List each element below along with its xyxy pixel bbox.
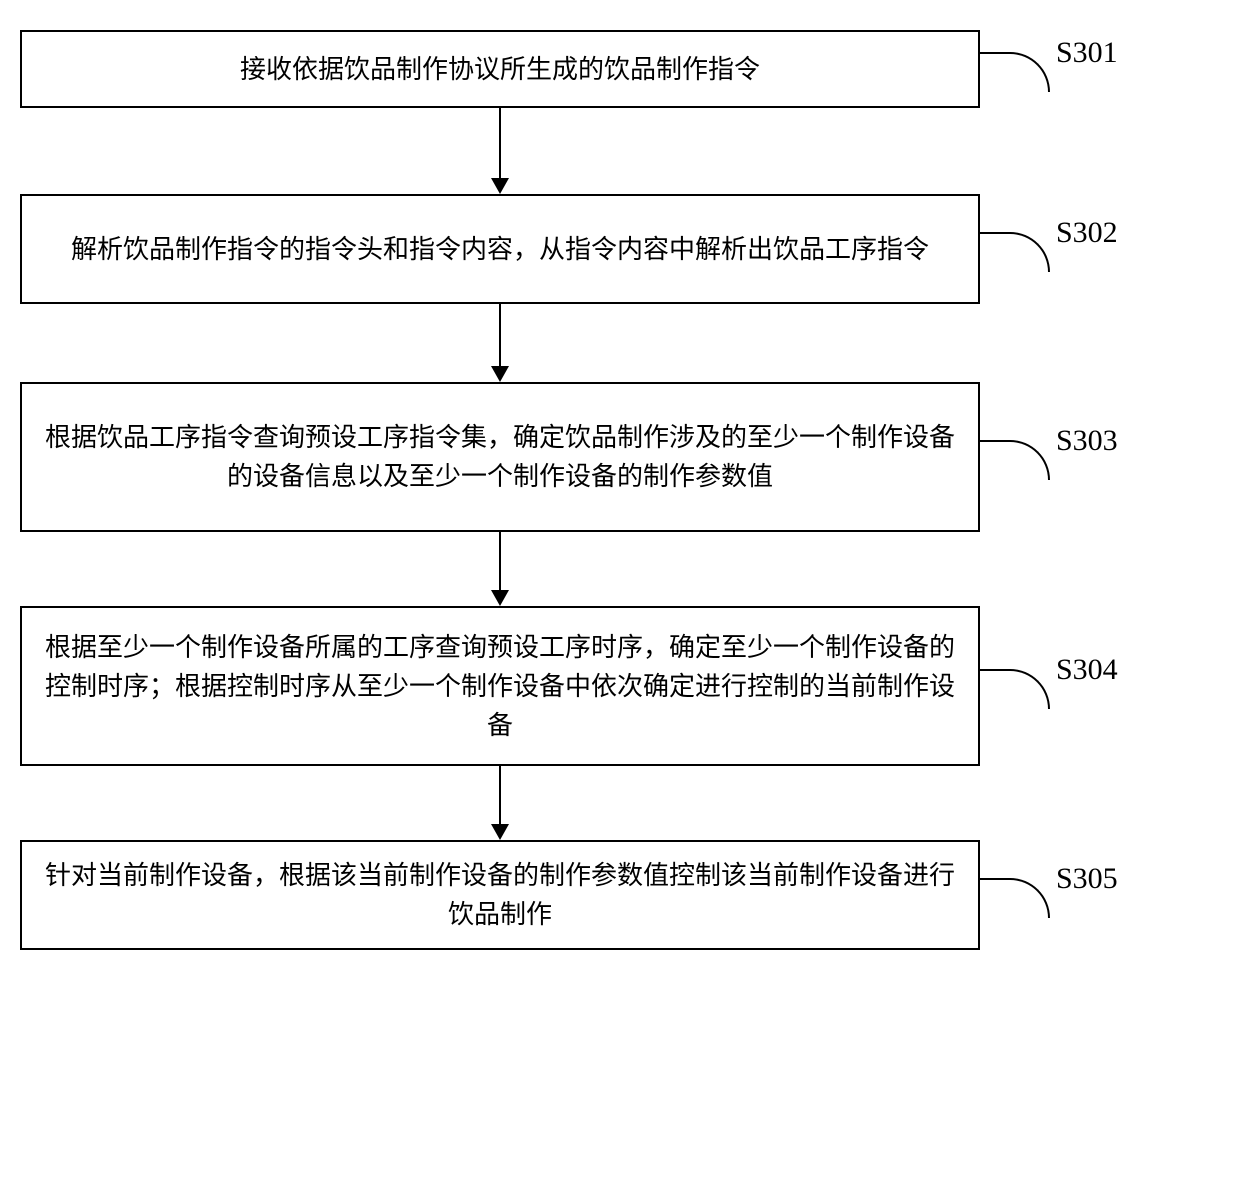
- flow-arrow: [491, 108, 509, 194]
- arrow-head-icon: [491, 178, 509, 194]
- flow-row: 解析饮品制作指令的指令头和指令内容，从指令内容中解析出饮品工序指令S302: [20, 194, 1220, 304]
- label-wrap: S301: [980, 46, 1220, 92]
- arrow-wrap: [20, 532, 980, 606]
- arrow-head-icon: [491, 366, 509, 382]
- arrow-wrap: [20, 108, 980, 194]
- arrow-line: [499, 532, 501, 590]
- flow-row: 根据至少一个制作设备所属的工序查询预设工序时序，确定至少一个制作设备的控制时序；…: [20, 606, 1220, 766]
- flow-step-box: 接收依据饮品制作协议所生成的饮品制作指令: [20, 30, 980, 108]
- arrow-head-icon: [491, 590, 509, 606]
- arrow-line: [499, 108, 501, 178]
- arrow-line: [499, 304, 501, 366]
- connector-curve: [980, 669, 1050, 709]
- connector-curve: [980, 878, 1050, 918]
- flow-step-box: 根据至少一个制作设备所属的工序查询预设工序时序，确定至少一个制作设备的控制时序；…: [20, 606, 980, 766]
- flow-arrow: [491, 532, 509, 606]
- flowchart-container: 接收依据饮品制作协议所生成的饮品制作指令S301解析饮品制作指令的指令头和指令内…: [20, 30, 1220, 950]
- step-label: S303: [1050, 424, 1118, 458]
- connector-curve: [980, 52, 1050, 92]
- flow-row: 接收依据饮品制作协议所生成的饮品制作指令S301: [20, 30, 1220, 108]
- arrow-wrap: [20, 766, 980, 840]
- connector-curve: [980, 232, 1050, 272]
- label-wrap: S305: [980, 872, 1220, 918]
- flow-arrow: [491, 304, 509, 382]
- step-label: S305: [1050, 862, 1118, 896]
- label-wrap: S303: [980, 434, 1220, 480]
- arrow-wrap: [20, 304, 980, 382]
- step-label: S304: [1050, 653, 1118, 687]
- flow-row: 根据饮品工序指令查询预设工序指令集，确定饮品制作涉及的至少一个制作设备的设备信息…: [20, 382, 1220, 532]
- label-wrap: S304: [980, 663, 1220, 709]
- arrow-line: [499, 766, 501, 824]
- arrow-head-icon: [491, 824, 509, 840]
- step-label: S302: [1050, 216, 1118, 250]
- flow-row: 针对当前制作设备，根据该当前制作设备的制作参数值控制该当前制作设备进行饮品制作S…: [20, 840, 1220, 950]
- step-label: S301: [1050, 36, 1118, 70]
- label-wrap: S302: [980, 226, 1220, 272]
- flow-arrow: [491, 766, 509, 840]
- connector-curve: [980, 440, 1050, 480]
- flow-step-box: 根据饮品工序指令查询预设工序指令集，确定饮品制作涉及的至少一个制作设备的设备信息…: [20, 382, 980, 532]
- flow-step-box: 针对当前制作设备，根据该当前制作设备的制作参数值控制该当前制作设备进行饮品制作: [20, 840, 980, 950]
- flow-step-box: 解析饮品制作指令的指令头和指令内容，从指令内容中解析出饮品工序指令: [20, 194, 980, 304]
